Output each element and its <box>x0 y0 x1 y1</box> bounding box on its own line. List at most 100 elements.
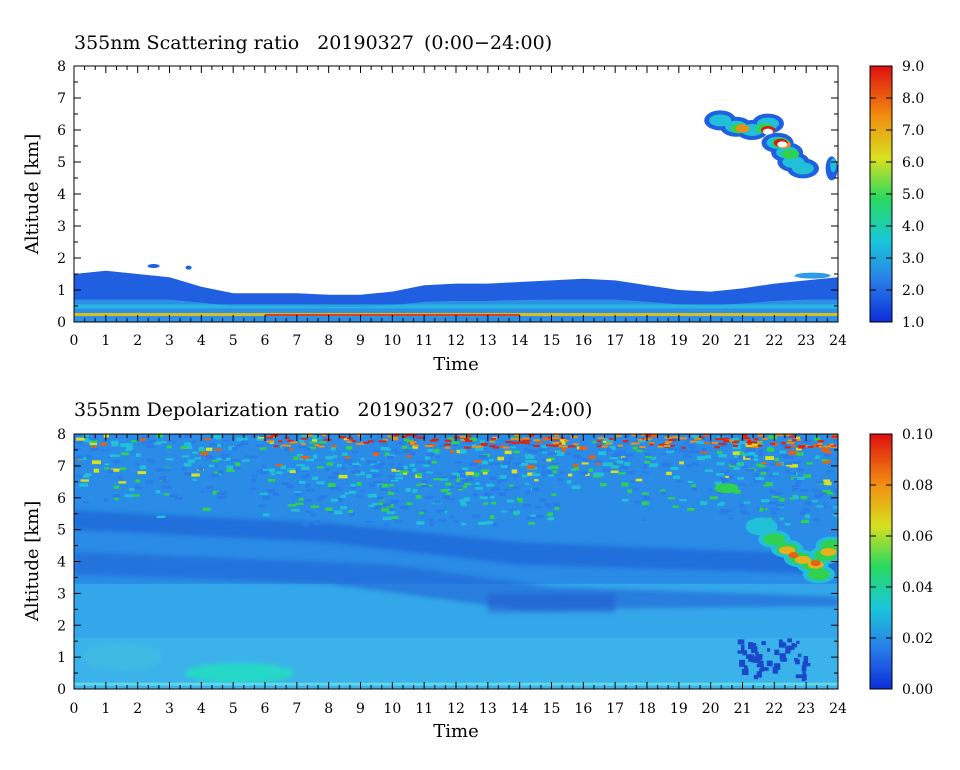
cloud-depol-blob <box>794 555 811 564</box>
noise-speckle <box>139 465 147 470</box>
noise-speckle <box>664 444 671 447</box>
dark-spot <box>751 657 756 663</box>
noise-speckle <box>293 456 299 461</box>
noise-speckle <box>733 455 739 458</box>
noise-speckle <box>75 434 82 437</box>
noise-speckle <box>836 482 838 485</box>
noise-speckle <box>406 502 413 506</box>
y-tick-label: 0 <box>57 682 66 698</box>
noise-speckle <box>183 445 193 450</box>
noise-speckle <box>82 475 90 478</box>
x-tick-label: 22 <box>765 701 783 717</box>
x-tick-label: 2 <box>133 333 142 349</box>
noise-speckle <box>649 463 658 468</box>
noise-speckle <box>309 441 317 444</box>
noise-speckle <box>387 435 392 438</box>
noise-speckle <box>697 440 705 445</box>
cloud-depol-blob <box>779 546 796 555</box>
noise-speckle <box>716 436 724 440</box>
noise-speckle <box>452 472 460 477</box>
y-tick-label: 6 <box>57 491 66 507</box>
noise-speckle <box>479 496 488 500</box>
noise-speckle <box>104 463 110 466</box>
aerosol-patch <box>147 264 160 268</box>
noise-speckle <box>532 487 540 492</box>
noise-speckle <box>79 483 88 487</box>
noise-speckle <box>690 446 698 450</box>
noise-speckle <box>316 497 323 501</box>
noise-speckle <box>231 447 238 450</box>
noise-speckle <box>382 516 392 521</box>
noise-speckle <box>373 465 383 469</box>
surface-patch <box>184 663 295 684</box>
noise-speckle <box>330 486 340 490</box>
noise-speckle <box>287 504 297 507</box>
noise-speckle <box>474 446 484 451</box>
noise-speckle <box>309 488 315 492</box>
noise-speckle <box>506 499 515 503</box>
noise-speckle <box>513 450 520 454</box>
y-tick-label: 8 <box>57 59 66 75</box>
noise-speckle <box>459 499 466 503</box>
noise-speckle <box>602 468 611 472</box>
noise-speckle <box>429 439 437 442</box>
noise-speckle <box>119 467 127 471</box>
noise-speckle <box>401 435 407 438</box>
noise-speckle <box>761 499 770 503</box>
noise-speckle <box>305 458 315 462</box>
noise-speckle <box>633 487 639 491</box>
noise-speckle <box>573 467 580 471</box>
noise-speckle <box>465 435 472 438</box>
noise-speckle <box>492 446 499 449</box>
noise-speckle <box>394 434 400 437</box>
noise-speckle <box>390 499 400 504</box>
noise-speckle <box>475 472 480 476</box>
depolarization-title: 355nm Depolarization ratio 20190327 (0:00−… <box>74 399 592 421</box>
noise-speckle <box>113 459 121 464</box>
noise-speckle <box>118 475 124 480</box>
noise-speckle <box>553 442 560 445</box>
noise-speckle <box>114 497 119 501</box>
noise-speckle <box>357 434 362 437</box>
noise-speckle <box>765 482 772 486</box>
noise-speckle <box>356 495 363 498</box>
noise-speckle <box>211 473 219 477</box>
noise-speckle <box>146 458 155 463</box>
dark-spot <box>739 659 746 667</box>
noise-speckle <box>351 439 356 442</box>
noise-speckle <box>538 448 546 452</box>
dark-spot <box>746 654 753 659</box>
noise-speckle <box>511 469 518 474</box>
noise-speckle <box>325 456 334 460</box>
noise-speckle <box>731 437 738 441</box>
noise-speckle <box>89 441 98 446</box>
noise-speckle <box>722 480 727 483</box>
noise-speckle <box>192 478 198 481</box>
noise-speckle <box>350 483 356 487</box>
noise-speckle <box>567 473 573 477</box>
dark-bands <box>74 510 838 613</box>
noise-speckle <box>121 452 129 456</box>
noise-speckle <box>596 440 602 443</box>
noise-speckle <box>512 474 519 478</box>
cloud-depol-blob <box>820 547 837 556</box>
noise-speckle <box>691 462 699 466</box>
noise-speckle <box>336 498 343 503</box>
noise-speckle <box>718 453 727 458</box>
noise-speckle <box>700 437 707 441</box>
noise-speckle <box>431 451 440 454</box>
noise-speckle <box>175 496 183 500</box>
noise-speckle <box>732 451 741 455</box>
noise-speckle <box>547 466 554 470</box>
noise-speckle <box>391 436 398 439</box>
noise-speckle <box>602 462 612 467</box>
noise-speckle <box>112 493 121 498</box>
noise-speckle <box>737 456 743 460</box>
noise-speckle <box>510 446 516 449</box>
dark-spot <box>757 660 764 666</box>
dark-spot <box>795 674 803 679</box>
noise-speckle <box>480 469 490 473</box>
noise-speckle <box>580 471 588 475</box>
y-tick-label: 6 <box>57 123 66 139</box>
